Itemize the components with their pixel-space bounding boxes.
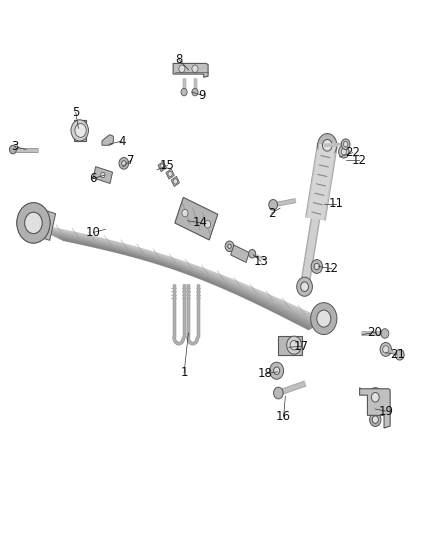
Circle shape xyxy=(249,249,256,258)
Circle shape xyxy=(322,140,332,151)
Circle shape xyxy=(381,329,389,338)
Circle shape xyxy=(75,124,86,138)
Circle shape xyxy=(314,263,319,270)
Text: 5: 5 xyxy=(72,106,79,119)
Text: 4: 4 xyxy=(118,134,126,148)
Circle shape xyxy=(311,260,322,273)
Text: 12: 12 xyxy=(324,262,339,275)
Circle shape xyxy=(10,146,16,154)
Text: 11: 11 xyxy=(328,197,343,211)
Circle shape xyxy=(383,346,389,353)
Circle shape xyxy=(270,362,284,379)
Text: 9: 9 xyxy=(199,89,206,102)
Circle shape xyxy=(122,161,126,166)
Circle shape xyxy=(101,172,105,177)
Polygon shape xyxy=(173,63,208,77)
Circle shape xyxy=(287,336,301,354)
Text: 2: 2 xyxy=(268,207,275,220)
Text: 18: 18 xyxy=(258,367,273,381)
Circle shape xyxy=(160,164,164,169)
Text: 7: 7 xyxy=(127,154,134,167)
Circle shape xyxy=(192,65,198,72)
Circle shape xyxy=(17,203,50,243)
Circle shape xyxy=(371,392,379,402)
Circle shape xyxy=(317,310,331,327)
Text: 16: 16 xyxy=(276,410,291,423)
Circle shape xyxy=(192,88,198,96)
Circle shape xyxy=(228,244,231,248)
Circle shape xyxy=(205,221,211,228)
Circle shape xyxy=(269,199,278,210)
Text: 20: 20 xyxy=(367,326,382,339)
Circle shape xyxy=(173,179,177,184)
Text: 13: 13 xyxy=(254,255,268,268)
Circle shape xyxy=(343,142,348,147)
Circle shape xyxy=(119,158,129,169)
Circle shape xyxy=(179,65,185,72)
Circle shape xyxy=(181,88,187,96)
Polygon shape xyxy=(25,205,56,240)
Polygon shape xyxy=(93,167,113,183)
Text: 6: 6 xyxy=(88,172,96,185)
Text: 21: 21 xyxy=(390,348,405,361)
Text: 10: 10 xyxy=(86,226,101,239)
Circle shape xyxy=(311,303,337,335)
Polygon shape xyxy=(231,245,249,262)
Text: 19: 19 xyxy=(378,405,393,417)
Text: 17: 17 xyxy=(293,340,309,353)
Circle shape xyxy=(341,149,346,155)
Text: 15: 15 xyxy=(160,159,175,172)
Circle shape xyxy=(17,203,50,243)
Polygon shape xyxy=(175,197,218,240)
Circle shape xyxy=(290,341,298,350)
Circle shape xyxy=(318,134,337,157)
Polygon shape xyxy=(171,176,180,187)
Text: 14: 14 xyxy=(193,216,208,229)
Circle shape xyxy=(71,120,88,141)
Text: 22: 22 xyxy=(345,146,360,159)
Circle shape xyxy=(168,171,172,176)
Circle shape xyxy=(274,367,280,374)
Circle shape xyxy=(300,282,308,292)
Circle shape xyxy=(339,146,349,158)
Circle shape xyxy=(25,212,42,233)
Circle shape xyxy=(274,387,283,399)
Circle shape xyxy=(380,343,392,357)
Circle shape xyxy=(341,139,350,150)
Circle shape xyxy=(182,209,188,217)
Circle shape xyxy=(370,413,381,426)
Polygon shape xyxy=(158,161,166,172)
Circle shape xyxy=(367,387,383,407)
Circle shape xyxy=(396,350,404,360)
Circle shape xyxy=(372,416,378,423)
Circle shape xyxy=(225,241,234,252)
Polygon shape xyxy=(278,336,302,355)
Polygon shape xyxy=(166,169,174,179)
Text: 12: 12 xyxy=(351,154,366,167)
Polygon shape xyxy=(102,135,113,146)
Text: 1: 1 xyxy=(180,366,188,379)
Text: 3: 3 xyxy=(11,140,18,153)
Polygon shape xyxy=(74,120,86,141)
Text: 8: 8 xyxy=(175,53,183,66)
Polygon shape xyxy=(360,387,390,428)
Circle shape xyxy=(297,277,312,296)
Circle shape xyxy=(25,212,42,233)
